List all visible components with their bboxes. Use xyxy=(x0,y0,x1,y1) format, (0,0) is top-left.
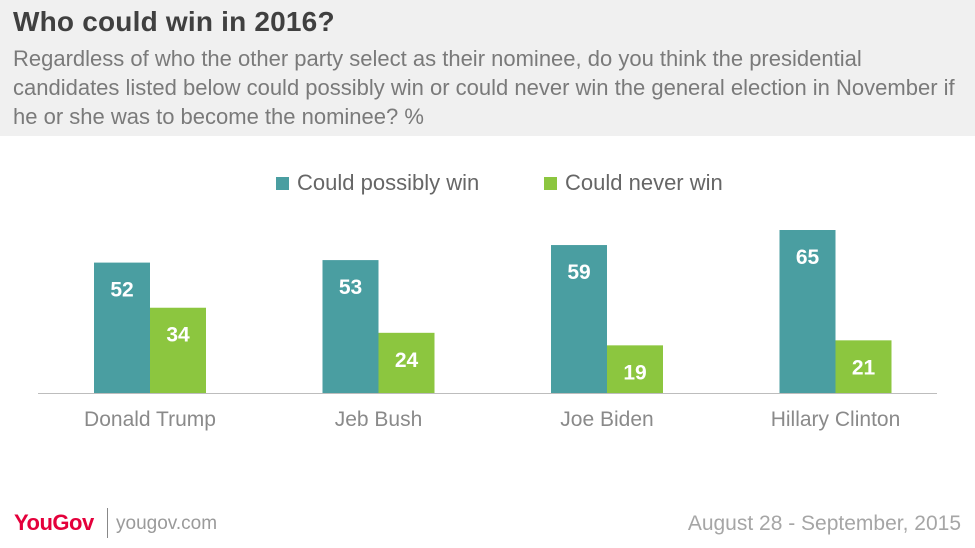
category-label-1: Jeb Bush xyxy=(335,408,423,431)
bar-chart: 52 34 Donald Trump 53 24 Jeb Bush 59 19 Joe Bide… xyxy=(38,230,937,431)
bar-possibly-3 xyxy=(779,230,836,393)
footer-site-link[interactable]: yougov.com xyxy=(116,513,218,534)
bar-possibly-2 xyxy=(551,245,607,393)
bar-possibly-1 xyxy=(322,260,379,393)
bar-never-0 xyxy=(150,307,206,393)
data-label-possibly-3: 65 xyxy=(796,246,820,269)
legend-swatch-never xyxy=(544,176,557,190)
footer-divider xyxy=(107,508,108,538)
data-label-never-3: 21 xyxy=(852,356,876,379)
category-label-0: Donald Trump xyxy=(84,408,216,431)
data-label-possibly-0: 52 xyxy=(110,279,133,302)
chart-title: Who could win in 2016? xyxy=(13,6,335,37)
legend-label-possibly: Could possibly win xyxy=(297,170,480,195)
footer-date: August 28 - September, 2015 xyxy=(687,512,961,535)
legend-swatch-possibly xyxy=(276,176,289,190)
bar-never-2 xyxy=(607,345,663,393)
header-panel: Who could win in 2016? Regardless of who… xyxy=(0,0,975,136)
data-label-never-0: 34 xyxy=(166,324,190,347)
legend-item-possibly: Could possibly win xyxy=(276,170,479,196)
data-label-possibly-2: 59 xyxy=(567,261,590,284)
legend-item-never: Could never win xyxy=(544,170,723,196)
bar-never-1 xyxy=(378,332,435,393)
yougov-logo: YouGov xyxy=(14,510,94,535)
bar-possibly-0 xyxy=(94,262,150,393)
data-label-never-1: 24 xyxy=(395,349,419,372)
category-label-3: Hillary Clinton xyxy=(771,408,901,431)
chart-subtitle: Regardless of who the other party select… xyxy=(13,46,955,129)
bar-never-3 xyxy=(835,340,892,393)
legend: Could possibly win Could never win xyxy=(0,170,975,198)
data-label-possibly-1: 53 xyxy=(339,276,362,299)
category-label-2: Joe Biden xyxy=(560,408,653,431)
legend-label-never: Could never win xyxy=(565,170,723,195)
data-label-never-2: 19 xyxy=(623,361,646,384)
